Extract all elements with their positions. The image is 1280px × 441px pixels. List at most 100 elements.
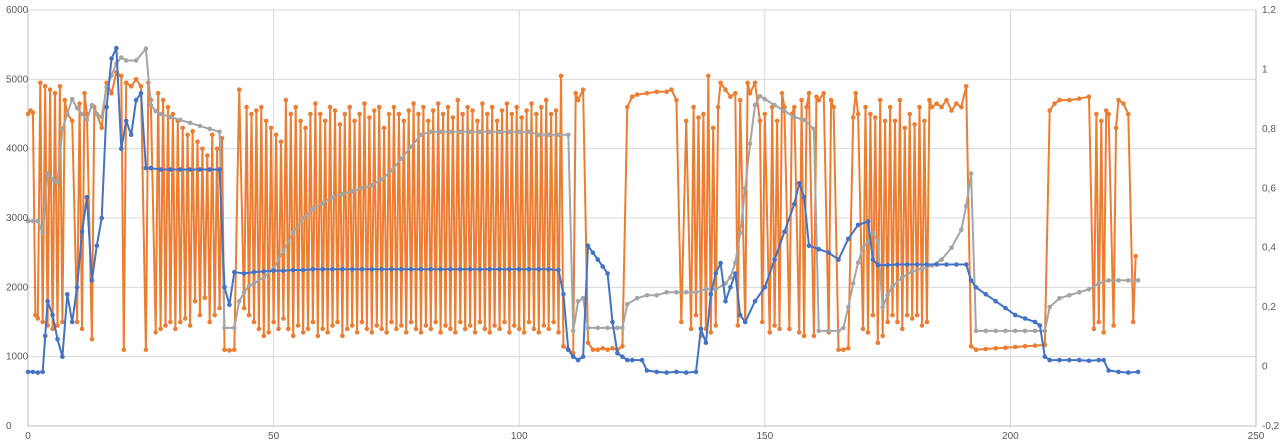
data-point	[737, 97, 743, 103]
data-point	[831, 104, 836, 110]
y-tick-label: 5000	[6, 74, 29, 85]
data-point	[421, 104, 426, 110]
data-point	[69, 118, 75, 124]
data-point	[629, 94, 635, 99]
data-point	[453, 330, 458, 335]
data-point	[841, 347, 846, 353]
data-point	[580, 295, 586, 301]
data-point	[919, 266, 925, 271]
data-point	[153, 330, 158, 335]
data-point	[1047, 108, 1052, 113]
data-point	[84, 194, 90, 200]
data-point	[804, 104, 809, 110]
data-point	[77, 101, 82, 106]
data-point	[128, 84, 134, 89]
data-point	[335, 319, 340, 325]
data-point	[475, 118, 480, 124]
data-point	[148, 102, 154, 108]
data-point	[735, 323, 741, 328]
data-point	[195, 139, 200, 144]
x-tick-label: 50	[268, 431, 280, 441]
data-point	[885, 262, 890, 268]
data-point	[691, 104, 696, 110]
data-point	[919, 323, 925, 328]
data-point	[232, 325, 237, 331]
data-point	[836, 347, 841, 353]
data-point	[45, 171, 50, 176]
data-point	[536, 330, 542, 335]
data-point	[455, 97, 461, 103]
data-point	[246, 284, 252, 289]
data-point	[438, 267, 443, 272]
data-point	[1067, 293, 1072, 298]
data-point	[595, 257, 601, 262]
data-point	[752, 102, 758, 108]
data-point	[271, 319, 276, 325]
data-point	[1126, 370, 1131, 375]
data-point	[1076, 357, 1082, 363]
series-0	[25, 70, 1138, 356]
data-point	[33, 312, 38, 318]
data-point	[895, 319, 900, 325]
data-point	[536, 132, 542, 138]
data-point	[450, 115, 456, 120]
data-point	[25, 111, 31, 117]
data-point	[968, 171, 974, 176]
y2-tick-label: 0,4	[1262, 243, 1276, 254]
data-point	[890, 312, 895, 318]
series-1	[25, 46, 1141, 334]
data-point	[207, 167, 212, 172]
data-point	[369, 267, 375, 272]
data-point	[251, 319, 257, 325]
data-point	[428, 326, 434, 332]
data-point	[762, 285, 768, 290]
data-point	[846, 236, 851, 242]
data-point	[288, 111, 294, 117]
data-point	[408, 319, 414, 325]
data-point	[900, 326, 905, 332]
data-point	[674, 290, 679, 295]
data-point	[470, 108, 475, 113]
x-tick-label: 0	[25, 431, 31, 441]
data-point	[772, 257, 777, 262]
data-point	[723, 298, 728, 304]
data-point	[556, 267, 561, 273]
data-point	[389, 267, 394, 272]
data-point	[99, 215, 104, 221]
data-point	[207, 319, 212, 325]
data-point	[1067, 97, 1072, 103]
data-point	[787, 326, 792, 332]
data-point	[939, 104, 944, 110]
data-point	[389, 168, 394, 173]
data-point	[742, 186, 748, 191]
data-point	[664, 370, 669, 375]
data-point	[1106, 278, 1111, 283]
data-point	[342, 111, 348, 117]
data-point	[959, 227, 964, 233]
data-point	[610, 319, 615, 325]
data-point	[573, 90, 578, 96]
data-point	[531, 326, 537, 332]
y2-tick-label: 0,8	[1262, 124, 1276, 135]
data-point	[728, 94, 733, 99]
data-point	[1057, 295, 1062, 301]
data-point	[354, 330, 360, 335]
data-point	[863, 104, 868, 110]
data-point	[850, 281, 856, 286]
data-point	[261, 275, 267, 280]
data-point	[664, 290, 669, 295]
data-point	[60, 126, 65, 132]
data-point	[55, 337, 60, 342]
data-point	[536, 267, 542, 272]
data-point	[504, 101, 510, 106]
data-point	[340, 191, 345, 197]
data-point	[266, 330, 272, 335]
data-point	[330, 194, 335, 200]
data-point	[214, 146, 220, 151]
data-point	[708, 292, 714, 297]
data-point	[352, 118, 357, 124]
data-point	[109, 56, 114, 61]
data-point	[197, 123, 203, 129]
data-point	[590, 347, 596, 353]
